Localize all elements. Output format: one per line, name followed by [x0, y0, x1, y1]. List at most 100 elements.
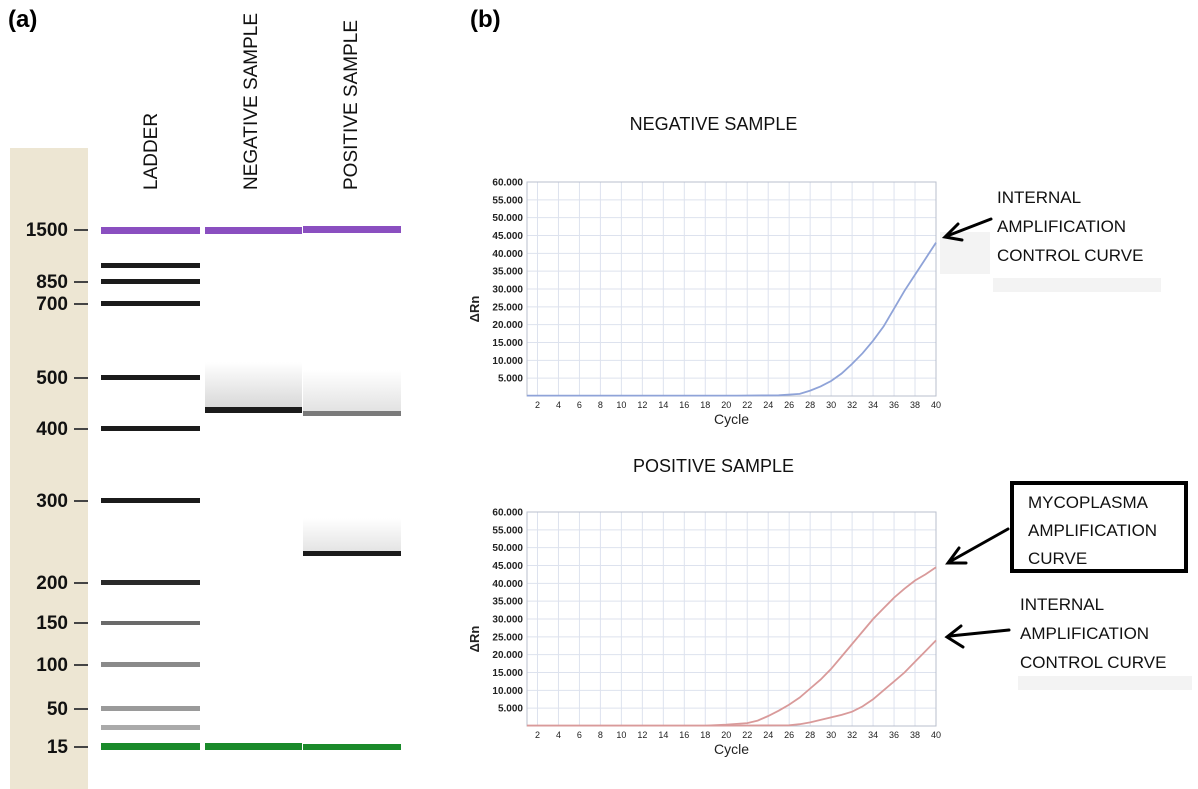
- y-tick-label: 30.000: [492, 615, 523, 626]
- ladder-band-500: [101, 375, 200, 380]
- y-tick-label: 20.000: [492, 650, 523, 661]
- size-label-50: 50: [47, 699, 68, 720]
- x-tick-label: 16: [679, 400, 689, 410]
- ladder-band-400: [101, 426, 200, 431]
- size-label-150: 150: [36, 613, 68, 634]
- y-tick-label: 20.000: [492, 320, 523, 331]
- y-tick-label: 10.000: [492, 356, 523, 367]
- ladder-band-150: [101, 621, 200, 625]
- x-tick-label: 18: [700, 400, 710, 410]
- positive-band-240: [303, 551, 401, 556]
- x-tick-label: 24: [763, 400, 773, 410]
- x-tick-label: 12: [637, 730, 647, 740]
- x-tick-label: 2: [535, 730, 540, 740]
- positive-band-430: [303, 411, 401, 416]
- x-tick-label: 6: [577, 400, 582, 410]
- x-tick-label: 34: [868, 400, 878, 410]
- lane-label-positive: POSITIVE SAMPLE: [341, 20, 362, 190]
- y-tick-label: 55.000: [492, 525, 523, 536]
- gel-size-sidebar: [10, 148, 88, 789]
- negative-series-1: [527, 242, 937, 397]
- positive-chart: POSITIVE SAMPLE5.00010.00015.00020.00025…: [467, 456, 941, 757]
- y-tick-label: 50.000: [492, 543, 523, 554]
- x-tick-label: 6: [577, 730, 582, 740]
- x-tick-label: 22: [742, 400, 752, 410]
- x-tick-label: 28: [805, 730, 815, 740]
- x-tick-label: 36: [889, 730, 899, 740]
- y-tick-label: 15.000: [492, 338, 523, 349]
- negative-band-1500: [205, 227, 302, 234]
- annotation-line: CONTROL CURVE: [1020, 653, 1167, 672]
- y-tick-label: 5.000: [498, 374, 523, 385]
- annotation-mycoplasma-box: MYCOPLASMA AMPLIFICATION CURVE: [1010, 481, 1188, 573]
- y-tick-label: 25.000: [492, 302, 523, 313]
- annotation-line: INTERNAL: [997, 188, 1082, 207]
- x-tick-label: 4: [556, 730, 561, 740]
- annotation-line: MYCOPLASMA: [1028, 493, 1148, 512]
- positive-band-15: [303, 744, 401, 750]
- y-tick-label: 45.000: [492, 561, 523, 572]
- x-tick-label: 10: [616, 730, 626, 740]
- ladder-band-300: [101, 498, 200, 503]
- label-shading-2: [993, 278, 1161, 292]
- x-tick-label: 20: [721, 730, 731, 740]
- lane-label-ladder: LADDER: [141, 113, 162, 190]
- y-tick-label: 5.000: [498, 704, 523, 715]
- x-tick-label: 8: [598, 730, 603, 740]
- x-tick-label: 26: [784, 730, 794, 740]
- y-tick-label: 50.000: [492, 213, 523, 224]
- ladder-band-200: [101, 580, 200, 585]
- y-tick-label: 10.000: [492, 686, 523, 697]
- x-tick-label: 20: [721, 400, 731, 410]
- y-tick-label: 35.000: [492, 597, 523, 608]
- size-label-850: 850: [36, 272, 68, 293]
- x-tick-label: 32: [847, 400, 857, 410]
- x-tick-label: 34: [868, 730, 878, 740]
- chart-title: POSITIVE SAMPLE: [633, 456, 794, 476]
- size-label-500: 500: [36, 368, 68, 389]
- y-axis-label: ΔRn: [467, 296, 482, 323]
- x-tick-label: 4: [556, 400, 561, 410]
- x-tick-label: 26: [784, 400, 794, 410]
- negative-band-15: [205, 743, 302, 750]
- x-tick-label: 14: [658, 400, 668, 410]
- gel-background: [104, 148, 402, 789]
- positive-lane-smear-2: [303, 518, 401, 554]
- y-tick-label: 15.000: [492, 668, 523, 679]
- label-shading-3: [1018, 676, 1192, 690]
- ladder-band-15: [101, 743, 200, 750]
- panel-label-b: (b): [470, 6, 501, 33]
- y-tick-label: 40.000: [492, 579, 523, 590]
- ladder-band-30: [101, 725, 200, 730]
- x-tick-label: 38: [910, 400, 920, 410]
- x-tick-label: 40: [931, 400, 941, 410]
- positive-series-2: [527, 639, 937, 727]
- x-tick-label: 8: [598, 400, 603, 410]
- gel-electrophoresis-image: LADDER NEGATIVE SAMPLE POSITIVE SAMPLE 1…: [10, 13, 402, 789]
- annotation-positive-internal-control: INTERNAL AMPLIFICATION CONTROL CURVE: [1020, 590, 1166, 677]
- lane-label-negative: NEGATIVE SAMPLE: [241, 13, 262, 190]
- x-tick-label: 12: [637, 400, 647, 410]
- positive-band-1500: [303, 226, 401, 233]
- x-axis-label: Cycle: [714, 411, 749, 427]
- x-tick-label: 22: [742, 730, 752, 740]
- x-tick-label: 30: [826, 730, 836, 740]
- ladder-band-850: [101, 279, 200, 284]
- y-tick-label: 35.000: [492, 267, 523, 278]
- x-tick-label: 38: [910, 730, 920, 740]
- ladder-band-1500: [101, 227, 200, 234]
- x-tick-label: 30: [826, 400, 836, 410]
- size-label-300: 300: [36, 491, 68, 512]
- x-tick-label: 14: [658, 730, 668, 740]
- x-axis-label: Cycle: [714, 741, 749, 757]
- x-tick-label: 18: [700, 730, 710, 740]
- x-tick-label: 10: [616, 400, 626, 410]
- y-tick-label: 40.000: [492, 249, 523, 260]
- negative-band-430: [205, 407, 302, 413]
- y-tick-label: 30.000: [492, 285, 523, 296]
- positive-series-1: [527, 566, 937, 727]
- x-tick-label: 40: [931, 730, 941, 740]
- annotation-line: CONTROL CURVE: [997, 246, 1144, 265]
- x-tick-label: 16: [679, 730, 689, 740]
- y-tick-label: 25.000: [492, 632, 523, 643]
